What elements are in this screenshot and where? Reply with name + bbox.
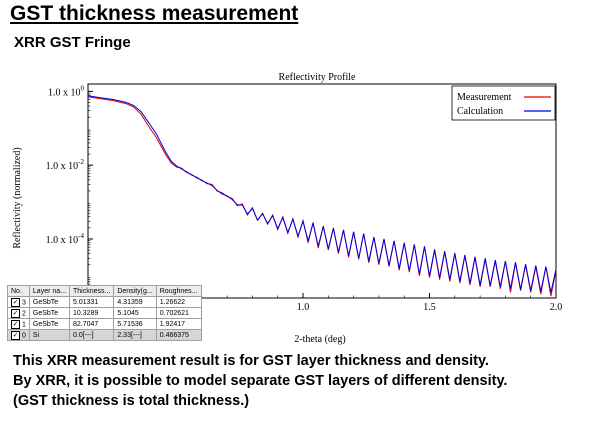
layer-thickness[interactable]: 10.3289	[68, 307, 115, 319]
legend-label: Calculation	[457, 106, 503, 117]
y-tick-label: 1.0 x 10-4	[46, 232, 85, 246]
series-layer	[87, 95, 557, 297]
layer-roughness[interactable]: 1.92417	[155, 318, 202, 330]
header-layer-name[interactable]: Layer na...	[28, 285, 70, 297]
x-tick-label: 1.5	[423, 302, 436, 313]
layer-density[interactable]: 5.1045	[113, 307, 157, 319]
header-no[interactable]: No.	[7, 285, 30, 297]
table-row[interactable]: ✓ 1 GeSbTe 82.7047 5.71536 1.92417	[7, 318, 202, 330]
checkbox[interactable]: ✓	[11, 330, 20, 340]
layer-number: 3	[22, 298, 26, 306]
page-subtitle: XRR GST Fringe	[14, 34, 131, 51]
table-row[interactable]: ✓ 3 GeSbTe 5.01331 4.31359 1.26622	[7, 296, 202, 308]
layer-thickness[interactable]: 82.7047	[68, 318, 115, 330]
y-axis-label: Reflectivity (normalized)	[12, 147, 23, 248]
description-text: This XRR measurement result is for GST l…	[13, 351, 507, 411]
header-density[interactable]: Density(g...	[113, 285, 157, 297]
legend-box	[451, 85, 556, 121]
chart-title: Reflectivity Profile	[279, 72, 356, 83]
layer-roughness[interactable]: 0.466375	[155, 329, 202, 341]
layer-name[interactable]: GeSbTe	[28, 307, 70, 319]
layer-table-header-row: No. Layer na... Thickness... Density(g..…	[7, 285, 202, 297]
x-tick-label: 2.0	[550, 302, 563, 313]
layer-number: 0	[22, 331, 26, 339]
layer-roughness[interactable]: 0.702621	[155, 307, 202, 319]
layer-name[interactable]: GeSbTe	[28, 318, 70, 330]
y-tick-label: 1.0 x 10-2	[46, 158, 85, 172]
series-line-calculation	[87, 95, 557, 293]
legend-label: Measurement	[457, 92, 512, 103]
page-title: GST thickness measurement	[10, 2, 299, 25]
x-tick-label: 1.0	[297, 302, 310, 313]
description-line: (GST thickness is total thickness.)	[13, 393, 250, 409]
layer-density[interactable]: 4.31359	[113, 296, 157, 308]
layer-number: 2	[22, 309, 26, 317]
layer-number: 1	[22, 320, 26, 328]
checkbox[interactable]: ✓	[11, 308, 20, 318]
checkbox[interactable]: ✓	[11, 319, 20, 329]
header-thickness[interactable]: Thickness...	[68, 285, 115, 297]
layer-density[interactable]: 2.33[---]	[113, 329, 157, 341]
reflectivity-chart: Reflectivity Profile 2-theta (deg) Refle…	[12, 72, 563, 345]
layer-roughness[interactable]: 1.26622	[155, 296, 202, 308]
layer-thickness[interactable]: 5.01331	[68, 296, 115, 308]
layer-table: No. Layer na... Thickness... Density(g..…	[7, 285, 202, 341]
description-line: This XRR measurement result is for GST l…	[13, 353, 489, 369]
layer-density[interactable]: 5.71536	[113, 318, 157, 330]
chart-legend: Measurement Calculation	[451, 85, 556, 121]
x-axis-label: 2-theta (deg)	[294, 334, 345, 345]
table-row[interactable]: ✓ 2 GeSbTe 10.3289 5.1045 0.702621	[7, 307, 202, 319]
layer-thickness[interactable]: 0.0[---]	[68, 329, 115, 341]
y-axis-ticks: 1.0 x 100 1.0 x 10-2 1.0 x 10-4	[46, 84, 93, 296]
layer-name[interactable]: Si	[28, 329, 70, 341]
header-roughness[interactable]: Roughnes...	[155, 285, 202, 297]
x-axis-ticks: 1.0 1.5 2.0	[100, 293, 563, 313]
y-tick-label: 1.0 x 100	[48, 84, 85, 98]
description-line: By XRR, it is possible to model separate…	[13, 373, 508, 389]
checkbox[interactable]: ✓	[11, 297, 20, 307]
table-row-substrate[interactable]: ✓ 0 Si 0.0[---] 2.33[---] 0.466375	[7, 329, 202, 341]
layer-name[interactable]: GeSbTe	[28, 296, 70, 308]
